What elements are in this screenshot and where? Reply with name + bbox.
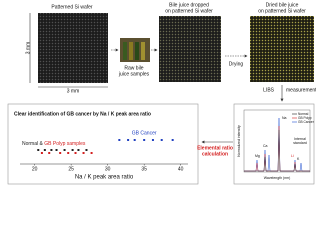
peak-label: Li: [291, 154, 294, 158]
point: [151, 139, 154, 141]
peak-label: Ca: [263, 144, 268, 148]
samples-label: juice samples: [118, 71, 150, 77]
wafer-title: Patterned Si wafer: [51, 4, 92, 10]
legend-label: GB Cancer: [298, 120, 315, 124]
spectrum-xlabel: Wavelength (nm): [264, 176, 291, 180]
dropped-title: on patterned Si wafer: [165, 8, 213, 14]
point: [160, 139, 163, 141]
point: [118, 139, 121, 141]
point: [127, 139, 130, 141]
strip-plot: 20 25 30 35 40 Na / K peak area ratio Normal &…: [20, 130, 188, 181]
dropped-image: [159, 16, 221, 82]
vial: [123, 42, 127, 60]
group-label-part: GB Polyp samples: [44, 141, 86, 147]
wafer-image: [38, 13, 108, 83]
x-axis-label: Na / K peak area ratio: [75, 175, 134, 181]
peak-label: standard: [293, 141, 307, 145]
peak-label: K: [297, 157, 300, 161]
x-tick-label: 30: [105, 166, 111, 172]
vial: [135, 42, 139, 60]
point: [82, 152, 85, 154]
result-box: [7, 103, 199, 185]
point: [143, 139, 146, 141]
spectrum-line: [244, 129, 310, 172]
dried-title: Dried bile juice: [266, 2, 299, 8]
libs-label: LIBS: [263, 87, 275, 93]
point: [37, 149, 40, 151]
ratio-label: calculation: [202, 151, 228, 157]
libs-label: measurement: [286, 87, 316, 93]
point: [133, 139, 136, 141]
point: [40, 152, 43, 154]
dried-image: [250, 16, 314, 82]
point: [90, 152, 93, 154]
dropped-title: Bile juice dropped: [169, 2, 209, 8]
point: [55, 149, 58, 151]
group-label: Normal & GB Polyp samples: [22, 141, 86, 147]
x-tick-label: 25: [68, 166, 74, 172]
drying-label: Drying: [229, 61, 244, 67]
point: [77, 149, 80, 151]
point: [71, 149, 74, 151]
peak-label: Mg: [255, 154, 260, 158]
point: [48, 152, 51, 154]
vial: [141, 42, 145, 60]
point: [43, 149, 46, 151]
dried-title: on patterned Si wafer: [258, 8, 306, 14]
peak-label: Internal: [294, 137, 306, 141]
x-tick-label: 35: [141, 166, 147, 172]
width-label: 3 mm: [67, 88, 80, 94]
legend-label: GB Polyp: [298, 116, 312, 120]
samples-label: Raw bile: [124, 65, 143, 71]
point: [50, 149, 53, 151]
vial: [129, 42, 133, 60]
point: [67, 152, 70, 154]
ratio-label: Elemental ratio: [197, 145, 233, 151]
group-label-part: &: [40, 141, 45, 147]
point: [171, 139, 174, 141]
height-label: 3 mm: [25, 42, 31, 55]
spectrum-box: [233, 103, 315, 185]
peak-label: Na: [282, 116, 287, 120]
x-tick-label: 40: [178, 166, 184, 172]
point: [85, 149, 88, 151]
spectrum-ylabel: Normalized intensity: [237, 125, 241, 157]
cancer-label: GB Cancer: [132, 130, 157, 136]
x-tick-label: 20: [32, 166, 38, 172]
figure: Patterned Si wafer 3 mm 3 mm Raw bile ju…: [7, 2, 316, 185]
spectrum-axes: [243, 109, 311, 173]
point: [63, 149, 66, 151]
strip-title: Clear identification of GB cancer by Na …: [14, 111, 151, 117]
point: [74, 152, 77, 154]
legend-label: Normal: [298, 112, 309, 116]
point: [59, 152, 62, 154]
group-label-part: Normal: [22, 141, 40, 147]
